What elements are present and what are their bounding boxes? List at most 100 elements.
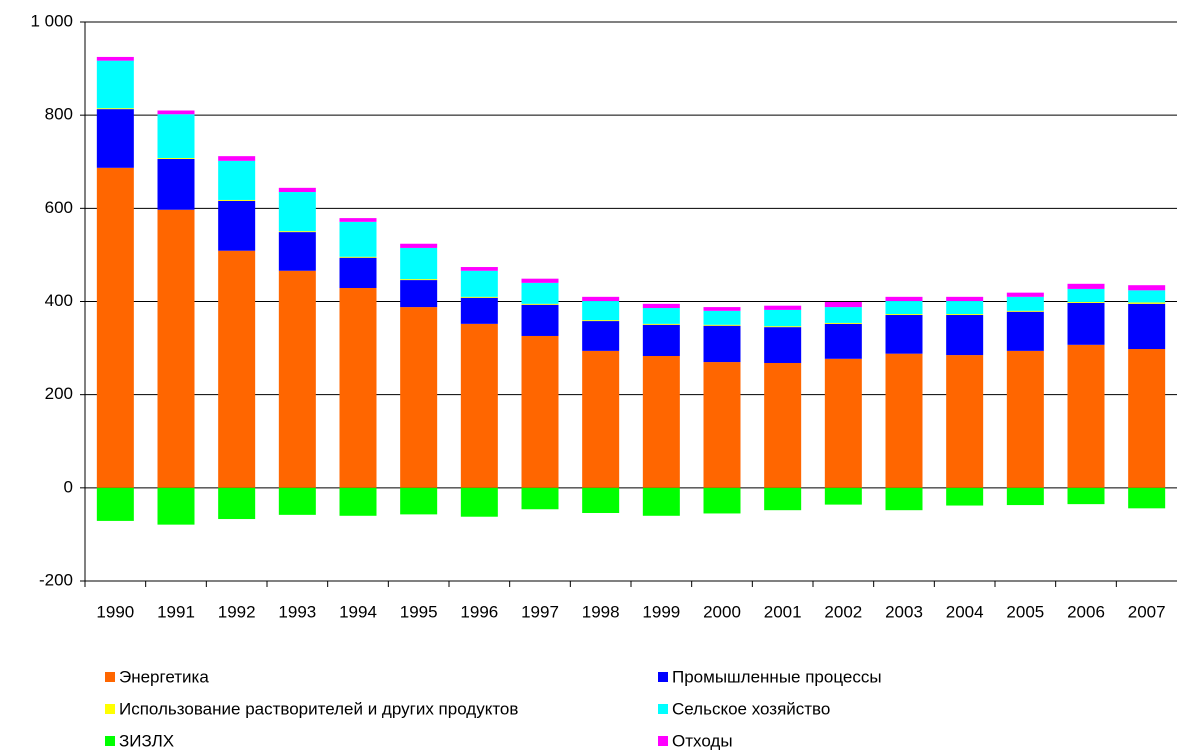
bar-segment bbox=[1128, 302, 1166, 304]
bar-segment bbox=[96, 108, 134, 110]
bar-segment bbox=[642, 303, 680, 309]
bar-segment bbox=[824, 322, 862, 324]
legend-label: Использование растворителей и других про… bbox=[119, 699, 518, 718]
bar-segment bbox=[703, 324, 741, 326]
bar-segment bbox=[703, 307, 741, 311]
bar-segment bbox=[1128, 285, 1166, 291]
bar-segment bbox=[642, 308, 680, 324]
bar-segment bbox=[703, 325, 741, 363]
bar-segment bbox=[339, 221, 377, 257]
bar-segment bbox=[1006, 487, 1044, 506]
bar-segment bbox=[1128, 303, 1166, 350]
y-tick-label: 200 bbox=[45, 384, 73, 403]
bar-segment bbox=[1006, 310, 1044, 312]
bar-segment bbox=[703, 310, 741, 325]
bar-segment bbox=[339, 487, 377, 516]
bar-segment bbox=[400, 279, 438, 281]
bar-segment bbox=[521, 278, 559, 283]
bar-segment bbox=[521, 303, 559, 305]
bar-segment bbox=[460, 267, 498, 271]
bar-segment bbox=[642, 323, 680, 325]
legend-label: ЗИЗЛХ bbox=[119, 731, 174, 750]
bar-segment bbox=[885, 315, 923, 354]
bar-segment bbox=[642, 324, 680, 357]
bar-segment bbox=[582, 487, 620, 513]
bar-segment bbox=[946, 296, 984, 302]
y-tick-label: 1 000 bbox=[30, 11, 73, 30]
legend-swatch bbox=[105, 672, 115, 682]
bar-segment bbox=[1006, 350, 1044, 488]
bar-segment bbox=[824, 487, 862, 505]
bar-segment bbox=[157, 110, 195, 115]
legend-swatch bbox=[658, 736, 668, 746]
bar-segment bbox=[339, 218, 377, 222]
bar-segment bbox=[460, 296, 498, 298]
bar-segment bbox=[521, 335, 559, 488]
x-tick-label: 1997 bbox=[521, 602, 559, 621]
x-tick-label: 2005 bbox=[1006, 602, 1044, 621]
bar-segment bbox=[157, 158, 195, 210]
bar-segment bbox=[703, 362, 741, 488]
y-tick-label: -200 bbox=[39, 570, 73, 589]
bar-segment bbox=[96, 167, 134, 488]
bar-segment bbox=[946, 314, 984, 316]
bar-segment bbox=[824, 307, 862, 323]
bar-segment bbox=[1006, 296, 1044, 311]
bar-segment bbox=[278, 270, 316, 488]
bar-segment bbox=[1067, 344, 1105, 488]
y-tick-label: 0 bbox=[64, 477, 73, 496]
x-tick-label: 2001 bbox=[764, 602, 802, 621]
bar-segment bbox=[278, 192, 316, 232]
bar-segment bbox=[218, 199, 256, 201]
x-tick-label: 2003 bbox=[885, 602, 923, 621]
x-tick-label: 1994 bbox=[339, 602, 377, 621]
bar-segment bbox=[582, 320, 620, 322]
bar-segment bbox=[157, 209, 195, 488]
bar-segment bbox=[703, 487, 741, 514]
bar-segment bbox=[218, 160, 256, 200]
bar-segment bbox=[278, 232, 316, 271]
x-tick-label: 1999 bbox=[642, 602, 680, 621]
bar-segment bbox=[582, 350, 620, 488]
legend-label: Сельское хозяйство bbox=[672, 699, 830, 718]
bar-segment bbox=[824, 301, 862, 308]
y-tick-label: 400 bbox=[45, 291, 73, 310]
bar-segment bbox=[339, 257, 377, 288]
x-tick-label: 1990 bbox=[96, 602, 134, 621]
legend-label: Отходы bbox=[672, 731, 733, 750]
bar-segment bbox=[1067, 283, 1105, 289]
x-tick-label: 2006 bbox=[1067, 602, 1105, 621]
bar-segment bbox=[642, 356, 680, 488]
x-tick-label: 1995 bbox=[400, 602, 438, 621]
bar-segment bbox=[339, 287, 377, 488]
x-tick-label: 1991 bbox=[157, 602, 195, 621]
bar-segment bbox=[885, 301, 923, 315]
bar-segment bbox=[96, 487, 134, 521]
bar-segment bbox=[218, 200, 256, 251]
bar-segment bbox=[1067, 301, 1105, 303]
y-tick-label: 800 bbox=[45, 105, 73, 124]
bar-segment bbox=[157, 114, 195, 159]
bar-segment bbox=[521, 487, 559, 510]
bar-segment bbox=[764, 309, 802, 327]
bar-segment bbox=[764, 327, 802, 363]
bar-segment bbox=[218, 156, 256, 161]
bar-segment bbox=[521, 304, 559, 336]
bar-segment bbox=[157, 487, 195, 525]
bar-segment bbox=[1006, 311, 1044, 351]
bar-segment bbox=[400, 247, 438, 280]
bar-segment bbox=[582, 301, 620, 321]
bar-segment bbox=[885, 487, 923, 511]
bar-segment bbox=[582, 321, 620, 351]
bar-segment bbox=[885, 314, 923, 316]
x-tick-label: 1998 bbox=[582, 602, 620, 621]
bar-segment bbox=[278, 487, 316, 515]
bar-segment bbox=[764, 326, 802, 328]
legend-label: Энергетика bbox=[119, 667, 209, 686]
bar-segment bbox=[764, 305, 802, 310]
bar-segment bbox=[824, 358, 862, 488]
bar-segment bbox=[946, 355, 984, 488]
x-tick-label: 2004 bbox=[946, 602, 984, 621]
x-tick-label: 2000 bbox=[703, 602, 741, 621]
